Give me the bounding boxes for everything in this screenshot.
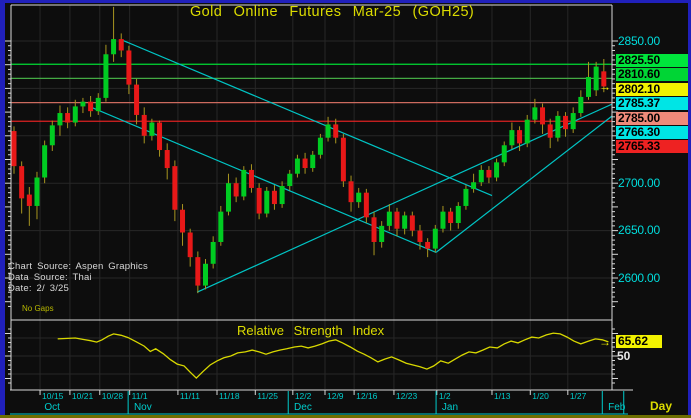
month-label: Feb bbox=[608, 402, 626, 413]
month-label: Dec bbox=[294, 402, 312, 413]
date-label: Date: 2/ 3/25 bbox=[8, 283, 69, 294]
rsi-arrow-icon: → bbox=[599, 335, 611, 349]
window-border-top bbox=[0, 0, 691, 3]
date-tick-label: 11/18 bbox=[218, 391, 240, 401]
date-tick-label: 12/23 bbox=[395, 391, 418, 401]
price-level-flag: 2785.37 bbox=[616, 97, 689, 111]
date-tick-label: 11/25 bbox=[257, 391, 278, 401]
date-tick-label: 1/2 bbox=[438, 391, 451, 401]
chart-title: Gold Online Futures Mar-25 (GOH25) bbox=[190, 4, 475, 20]
price-axis-label: 2850.00 bbox=[618, 33, 660, 48]
date-tick-label: 1/13 bbox=[493, 391, 511, 401]
date-tick-label: 11/11 bbox=[179, 391, 200, 401]
no-gaps-label: No Gaps bbox=[22, 304, 54, 313]
date-tick-label: 12/16 bbox=[356, 391, 378, 401]
price-axis-label: 2600.00 bbox=[618, 270, 660, 285]
interval-label[interactable]: Day bbox=[650, 399, 673, 413]
month-label: Oct bbox=[44, 402, 60, 413]
date-tick-label: 12/2 bbox=[294, 391, 312, 401]
date-tick-label: 1/20 bbox=[532, 391, 549, 401]
date-tick-label: 10/21 bbox=[71, 391, 94, 401]
date-tick-label: 10/28 bbox=[101, 391, 124, 401]
rsi-current-value-label: 65.62 bbox=[616, 334, 662, 348]
price-level-flag: 2765.33 bbox=[616, 140, 689, 154]
month-label: Nov bbox=[133, 402, 152, 413]
price-axis-label: 2650.00 bbox=[618, 223, 660, 238]
date-tick-label: 12/9 bbox=[326, 391, 344, 401]
date-tick-label: 11/1 bbox=[131, 391, 148, 401]
date-tick-label: 10/15 bbox=[42, 391, 64, 401]
chart-source-label: Chart Source: Aspen Graphics bbox=[8, 261, 148, 272]
price-level-flag: 2766.30 bbox=[616, 126, 689, 139]
window-border-bottom bbox=[0, 415, 691, 418]
rsi-50-level-label: 50 bbox=[617, 349, 631, 363]
rsi-title: Relative Strength Index bbox=[237, 323, 385, 338]
data-source-label: Data Source: Thai bbox=[8, 272, 92, 283]
month-label: Jan bbox=[441, 402, 459, 413]
last-price-arrow-icon: → bbox=[599, 79, 611, 93]
window-border-left bbox=[0, 0, 5, 418]
last-price-flag: 2802.10 bbox=[616, 82, 689, 96]
price-level-flag: 2810.60 bbox=[616, 68, 689, 82]
window-border-right bbox=[688, 0, 691, 418]
price-level-flag: 2785.00 bbox=[616, 111, 689, 125]
price-axis-label: 2700.00 bbox=[618, 175, 660, 190]
date-tick-label: 1/27 bbox=[569, 391, 587, 401]
price-level-flag: 2825.50 bbox=[616, 54, 689, 67]
